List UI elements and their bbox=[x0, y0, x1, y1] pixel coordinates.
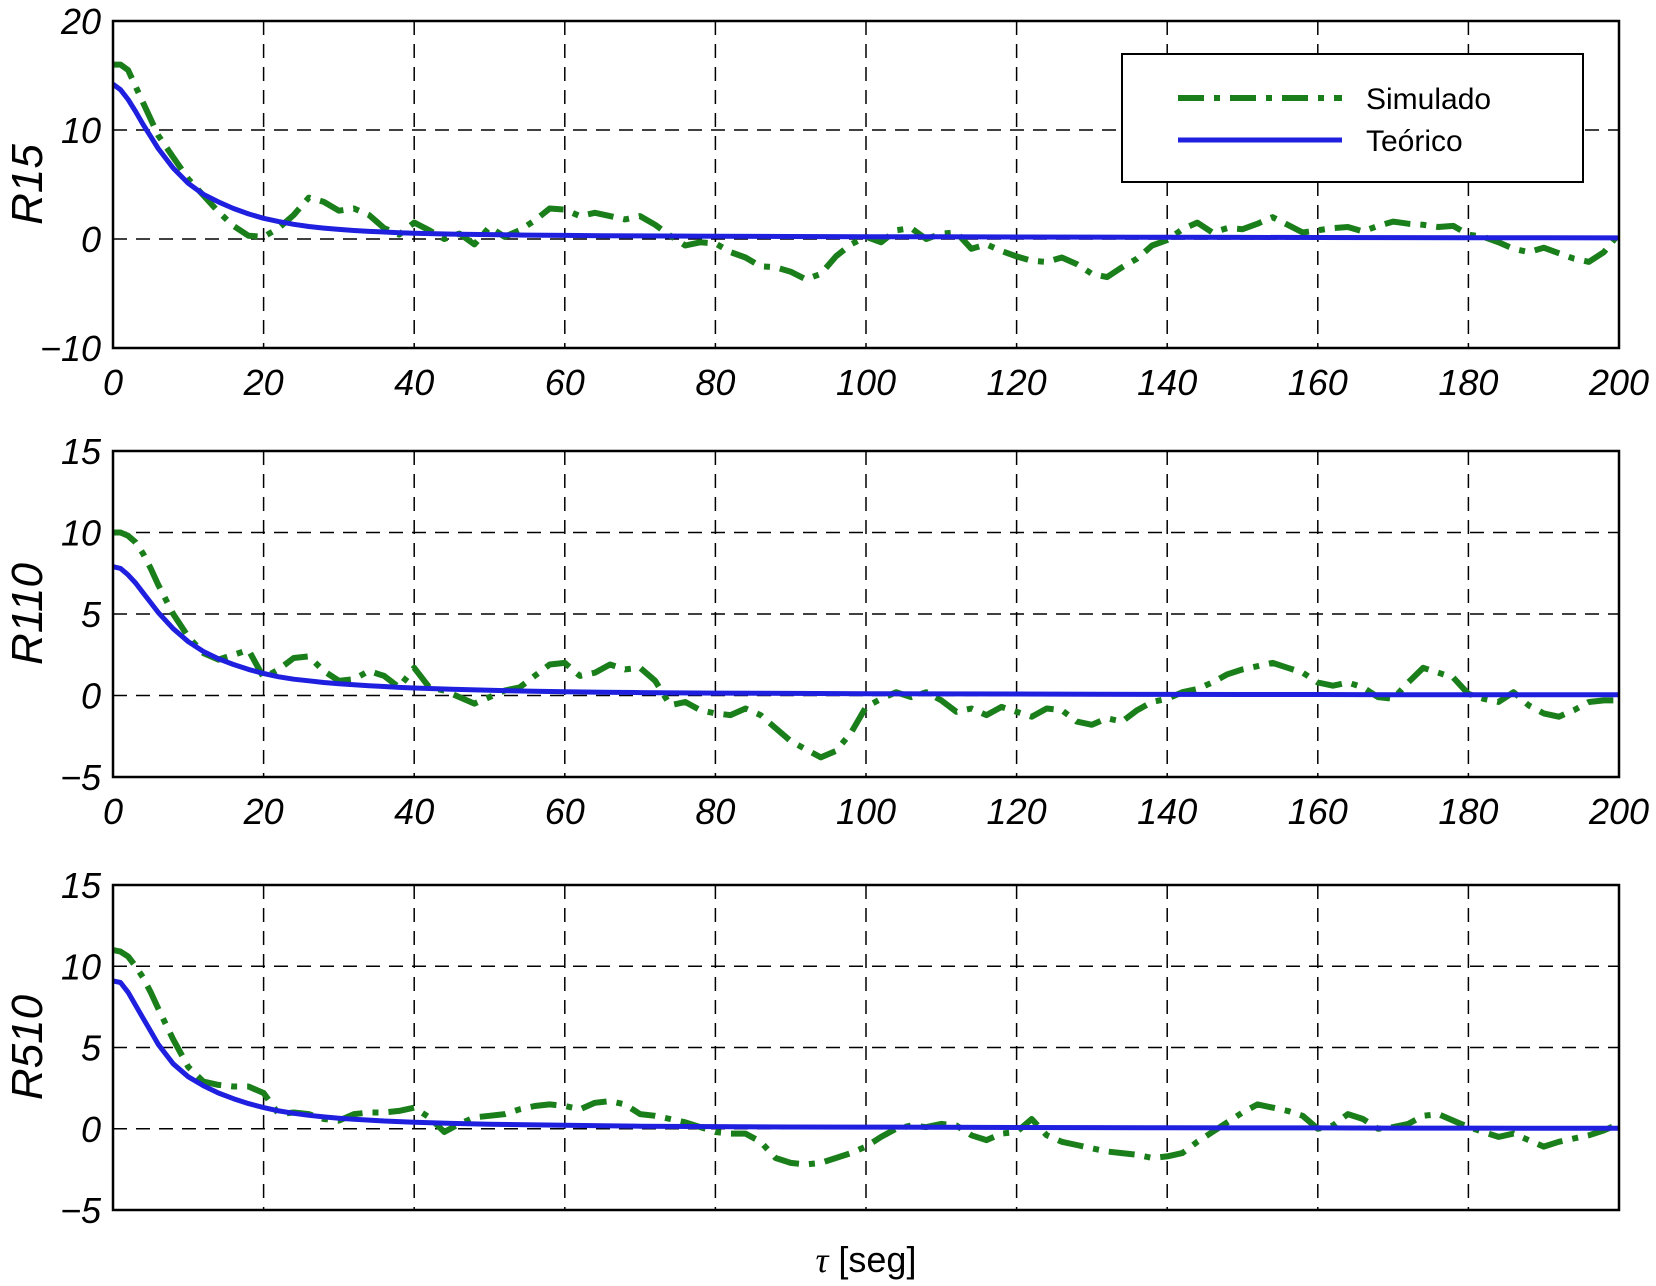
x-tick-label: 20 bbox=[243, 791, 284, 832]
legend-box bbox=[1121, 53, 1584, 183]
x-tick-label: 180 bbox=[1438, 791, 1498, 832]
legend: Simulado Teórico bbox=[1121, 53, 1584, 183]
series-line-teorico bbox=[112, 564, 1619, 698]
y-tick-label: −5 bbox=[60, 1190, 102, 1231]
y-tick-label: 10 bbox=[61, 946, 101, 987]
x-tick-label: 100 bbox=[836, 791, 896, 832]
y-axis-label: R15 bbox=[3, 144, 52, 225]
y-tick-label: 0 bbox=[81, 219, 101, 260]
x-tick-label: 40 bbox=[394, 791, 434, 832]
legend-label: Teórico bbox=[1366, 125, 1463, 158]
x-tick-label: 160 bbox=[1288, 791, 1348, 832]
y-tick-label: 0 bbox=[81, 676, 101, 717]
x-tick-label: 60 bbox=[545, 791, 585, 832]
series-line-teorico bbox=[112, 978, 1619, 1131]
y-tick-label: −5 bbox=[60, 757, 102, 798]
x-tick-label: 80 bbox=[695, 362, 735, 403]
x-tick-label: 140 bbox=[1137, 791, 1197, 832]
x-tick-label: 20 bbox=[243, 362, 284, 403]
x-axis-label: τ [seg] bbox=[816, 1239, 917, 1280]
y-tick-label: 10 bbox=[61, 513, 101, 554]
y-tick-label: 5 bbox=[81, 594, 102, 635]
plot-frame bbox=[111, 19, 1621, 350]
y-tick-label: 20 bbox=[60, 1, 101, 42]
x-tick-label: 120 bbox=[987, 362, 1047, 403]
y-tick-label: 5 bbox=[81, 1028, 102, 1069]
x-tick-label: 160 bbox=[1288, 362, 1348, 403]
x-tick-label: 80 bbox=[695, 791, 735, 832]
y-tick-label: 10 bbox=[61, 110, 101, 151]
chart-panel-3: −5 0 5 10 15 R510 τ [seg] bbox=[3, 865, 1621, 1280]
y-tick-label: 0 bbox=[81, 1109, 101, 1150]
legend-label: Simulado bbox=[1366, 83, 1491, 116]
x-tick-label: 200 bbox=[1588, 362, 1649, 403]
x-tick-label: 200 bbox=[1588, 791, 1649, 832]
x-tick-label: 120 bbox=[987, 791, 1047, 832]
x-tick-label: 60 bbox=[545, 362, 585, 403]
x-tick-label: 140 bbox=[1137, 362, 1197, 403]
series-line-simulado bbox=[113, 529, 1619, 761]
y-tick-label: −10 bbox=[40, 328, 101, 369]
x-tick-label: 0 bbox=[103, 362, 123, 403]
plot-frame bbox=[111, 449, 1621, 779]
series-line-simulado bbox=[113, 61, 1622, 283]
x-tick-label: 180 bbox=[1438, 362, 1498, 403]
plot-frame bbox=[111, 883, 1621, 1212]
y-tick-label: 15 bbox=[61, 431, 102, 472]
y-tick-label: 15 bbox=[61, 865, 102, 906]
series-line-teorico bbox=[111, 82, 1620, 241]
x-tick-label: 100 bbox=[836, 362, 896, 403]
y-axis-label: R110 bbox=[3, 563, 52, 665]
x-tick-label: 40 bbox=[394, 362, 434, 403]
y-axis-label: R510 bbox=[3, 994, 52, 1100]
x-tick-label: 0 bbox=[103, 791, 123, 832]
